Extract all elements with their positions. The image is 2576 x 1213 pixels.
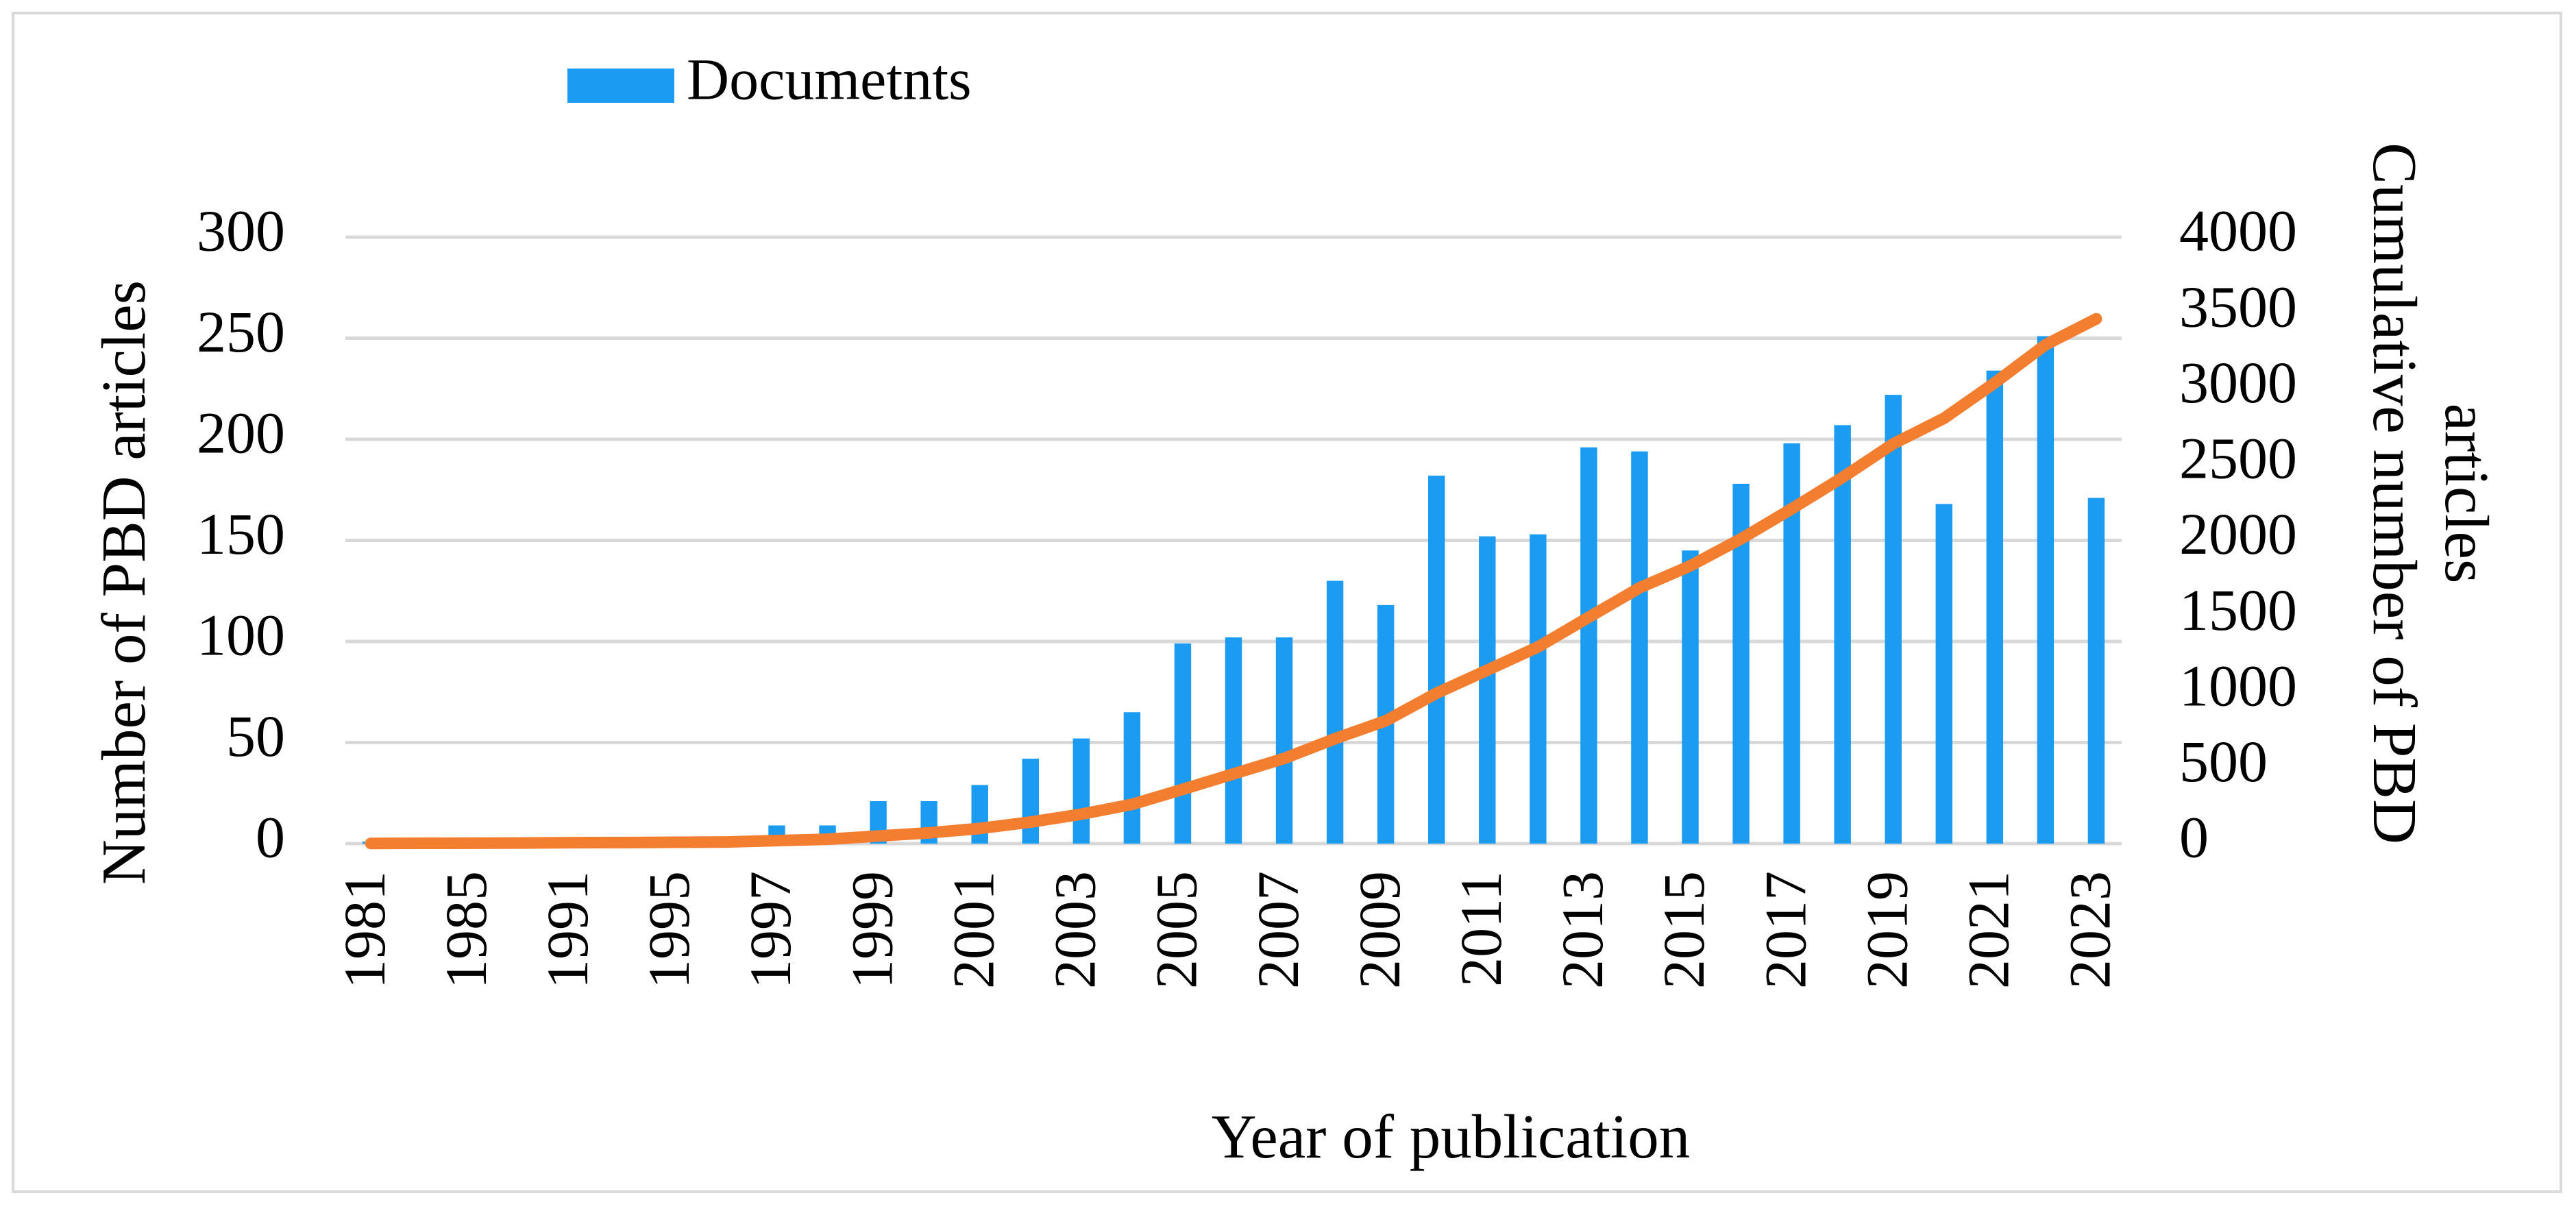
- bar: [1479, 536, 1496, 844]
- y2-tick-label: 4000: [2179, 198, 2297, 264]
- cumulative-line: [365, 313, 2102, 850]
- x-tick-label: 2023: [2057, 871, 2123, 989]
- bar: [1326, 580, 1344, 844]
- bar: [1580, 447, 1597, 844]
- bar: [1072, 738, 1090, 844]
- y2-tick-label: 0: [2179, 805, 2209, 870]
- y-tick-label: 50: [226, 703, 285, 769]
- y-tick-label: 100: [197, 602, 285, 668]
- y2-tick-label: 1500: [2179, 577, 2297, 643]
- x-tick-label: 2015: [1651, 871, 1717, 989]
- x-tick-label: 1999: [839, 871, 905, 989]
- chart-border: [12, 12, 2562, 1193]
- bar: [1986, 370, 2004, 844]
- y2-tick-label: 2000: [2179, 501, 2297, 567]
- bar: [1834, 425, 1851, 844]
- legend-swatch: [567, 69, 674, 103]
- x-tick-label: 2005: [1144, 871, 1210, 989]
- x-tick-label: 2009: [1347, 871, 1412, 989]
- bar: [1530, 534, 1547, 844]
- x-axis-title: Year of publication: [1212, 1102, 1690, 1171]
- bar: [1935, 504, 1953, 844]
- x-tick-label: 2017: [1752, 871, 1818, 989]
- bar: [1225, 637, 1242, 844]
- y2-tick-label: 1000: [2179, 652, 2297, 718]
- y-axis-title: Number of PBD articles: [89, 280, 158, 885]
- x-tick-label: 2019: [1854, 871, 1919, 989]
- x-tick-label: 2001: [940, 871, 1006, 989]
- bar: [1885, 395, 1902, 844]
- y2-axis-title: Cumulative number of PBD: [2360, 143, 2429, 844]
- bar: [1123, 712, 1141, 844]
- x-tick-label: 2007: [1245, 871, 1311, 989]
- bar: [1631, 451, 1648, 844]
- y-tick-label: 250: [197, 299, 285, 365]
- bar: [2037, 336, 2054, 844]
- x-tick-label: 1991: [535, 871, 600, 989]
- bar: [1428, 476, 1445, 844]
- x-tick-label: 1997: [737, 871, 803, 989]
- x-tick-label: 2013: [1549, 871, 1615, 989]
- y2-axis-title: articles: [2432, 404, 2501, 584]
- bar: [2087, 498, 2105, 844]
- bar: [1174, 643, 1192, 844]
- bar: [1275, 637, 1293, 844]
- y-tick-label: 300: [197, 198, 285, 264]
- x-tick-label: 2003: [1042, 871, 1108, 989]
- legend-label: Documetnts: [687, 47, 972, 112]
- x-tick-label: 2021: [1956, 871, 2022, 989]
- x-tick-label: 1995: [636, 871, 702, 989]
- x-tick-label: 1981: [332, 871, 397, 989]
- y2-tick-label: 500: [2179, 728, 2268, 794]
- bar: [971, 785, 988, 844]
- x-tick-label: 1985: [433, 871, 499, 989]
- y2-tick-label: 3500: [2179, 273, 2297, 339]
- bar: [1682, 550, 1699, 844]
- y-tick-label: 0: [256, 805, 285, 870]
- y-tick-label: 200: [197, 400, 285, 466]
- y-tick-label: 150: [197, 501, 285, 567]
- y2-tick-label: 2500: [2179, 426, 2297, 491]
- x-tick-label: 2011: [1448, 871, 1514, 987]
- bar: [1022, 759, 1039, 844]
- y2-tick-label: 3000: [2179, 350, 2297, 415]
